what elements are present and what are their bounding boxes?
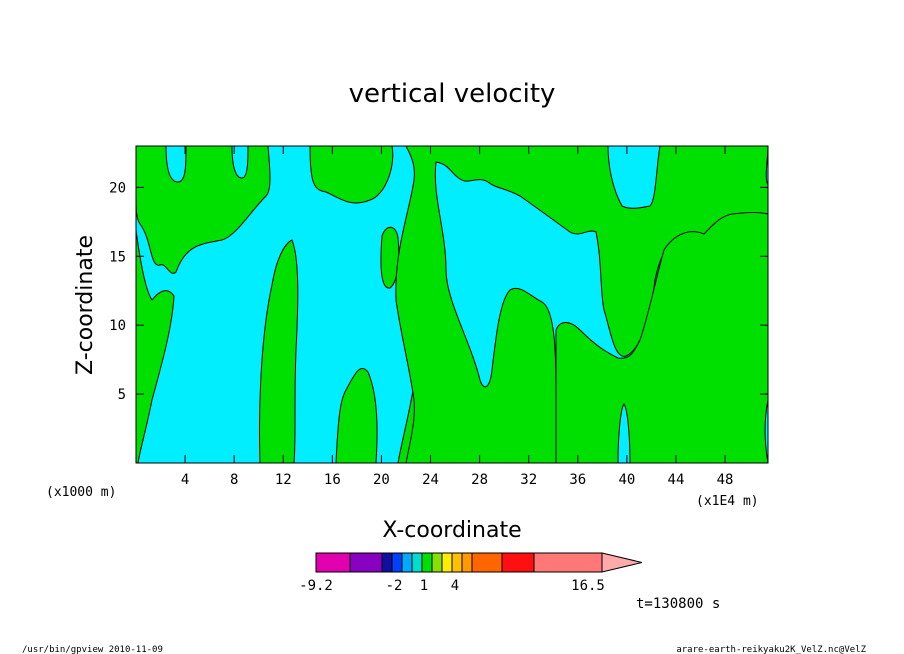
- y-tick-label-10: 10: [109, 318, 126, 334]
- colorbar-swatch-9: [451, 552, 463, 573]
- colorbar: [315, 552, 643, 573]
- colorbar-swatch-1: [349, 552, 383, 573]
- x-tick-label-20: 20: [373, 472, 390, 488]
- contour-region-left-top: [135, 145, 271, 274]
- x-tick-label-24: 24: [422, 472, 439, 488]
- x-tick-label-8: 8: [230, 472, 238, 488]
- colorbar-swatch-8: [441, 552, 453, 573]
- y-tick-label-5: 5: [118, 387, 126, 403]
- x-tick-label-36: 36: [569, 472, 586, 488]
- y-tick-marks: [136, 186, 768, 395]
- colorbar-labels: -9.2 -2 1 4 16.5: [299, 578, 605, 594]
- x-unit-left: (x1000 m): [46, 485, 116, 500]
- chart-title: vertical velocity: [349, 79, 556, 109]
- colorbar-swatch-0: [315, 552, 351, 573]
- colorbar-swatch-10: [461, 552, 473, 573]
- contour-region-column-18: [335, 368, 378, 464]
- x-tick-label-32: 32: [520, 472, 537, 488]
- contour-region-left-edge: [135, 229, 175, 464]
- colorbar-swatch-4: [401, 552, 413, 573]
- time-label: t=130800 s: [636, 596, 720, 612]
- colorbar-swatch-11: [471, 552, 503, 573]
- contour-region-column-12: [259, 239, 299, 464]
- x-tick-label-44: 44: [668, 472, 685, 488]
- contour-region-right-bottom: [555, 212, 769, 464]
- x-tick-label-12: 12: [275, 472, 292, 488]
- colorbar-swatch-13: [533, 552, 603, 573]
- colorbar-label-4: 16.5: [571, 578, 605, 594]
- colorbar-swatch-5: [411, 552, 423, 573]
- y-tick-labels: 5 10 15 20: [109, 180, 126, 403]
- x-tick-marks: [184, 146, 726, 463]
- colorbar-swatch-7: [431, 552, 443, 573]
- x-axis-label: X-coordinate: [382, 518, 521, 543]
- colorbar-arrow: [601, 552, 643, 573]
- x-tick-label-16: 16: [324, 472, 341, 488]
- x-tick-label-40: 40: [618, 472, 635, 488]
- colorbar-label-1: -2: [386, 578, 403, 594]
- footer-left: /usr/bin/gpview 2010-11-09: [22, 645, 163, 654]
- colorbar-swatch-6: [421, 552, 433, 573]
- y-axis-label: Z-coordinate: [73, 235, 98, 375]
- plot-area: [135, 145, 769, 464]
- contour-region-top-16: [309, 145, 394, 204]
- colorbar-label-3: 4: [451, 578, 459, 594]
- colorbar-swatch-12: [501, 552, 535, 573]
- x-tick-label-48: 48: [717, 472, 734, 488]
- x-tick-label-28: 28: [471, 472, 488, 488]
- x-tick-label-4: 4: [181, 472, 189, 488]
- y-tick-label-15: 15: [109, 249, 126, 265]
- x-tick-labels: 4 8 12 16 20 24 28 32 36 40 44 48: [181, 472, 734, 488]
- x-unit-right: (x1E4 m): [696, 494, 759, 509]
- plot-frame: [135, 145, 769, 464]
- footer-right: arare-earth-reikyaku2K_VelZ.nc@VelZ: [676, 645, 866, 654]
- colorbar-label-2: 1: [420, 578, 428, 594]
- y-tick-label-20: 20: [109, 180, 126, 196]
- colorbar-swatch-2: [381, 552, 393, 573]
- colorbar-label-0: -9.2: [299, 578, 333, 594]
- colorbar-swatch-3: [391, 552, 403, 573]
